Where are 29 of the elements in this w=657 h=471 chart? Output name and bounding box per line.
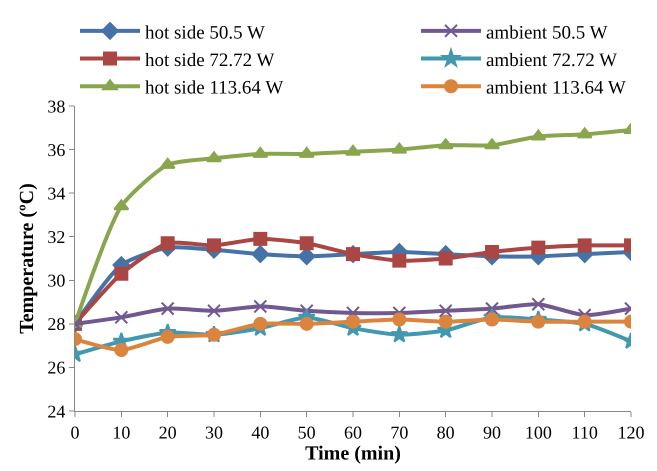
x-tick-label: 120 [618,422,644,443]
x-tick-label: 0 [70,422,80,443]
x-axis-title: Time (min) [305,442,401,465]
legend-label: ambient 113.64 W [486,78,626,99]
y-tick-label: 38 [47,96,66,116]
x-tick-label: 70 [390,422,408,443]
x-tick-label: 20 [158,422,177,443]
y-tick-label: 32 [47,227,66,248]
legend-label: hot side 113.64 W [145,78,284,99]
y-tick-label: 24 [47,401,66,422]
x-tick-label: 100 [524,422,552,443]
y-tick-label: 30 [47,270,66,291]
x-tick-label: 80 [436,422,455,443]
x-tick-label: 90 [483,422,501,443]
legend-label: hot side 50.5 W [145,22,266,44]
y-axis-title: Temperature (ºC) [16,183,38,334]
legend-label: hot side 72.72 W [145,50,275,71]
x-tick-label: 40 [251,422,270,443]
y-tick-label: 28 [47,314,66,334]
x-tick-label: 10 [112,422,130,443]
x-tick-label: 30 [205,422,223,443]
x-tick-label: 60 [344,422,362,443]
x-tick-label: 50 [298,422,316,443]
x-tick-label: 110 [572,422,598,443]
y-tick-label: 26 [47,358,66,378]
legend-label: ambient 50.5 W [486,22,608,44]
legend-label: ambient 72.72 W [486,50,618,71]
y-tick-label: 34 [47,183,66,204]
y-tick-label: 36 [47,140,66,160]
